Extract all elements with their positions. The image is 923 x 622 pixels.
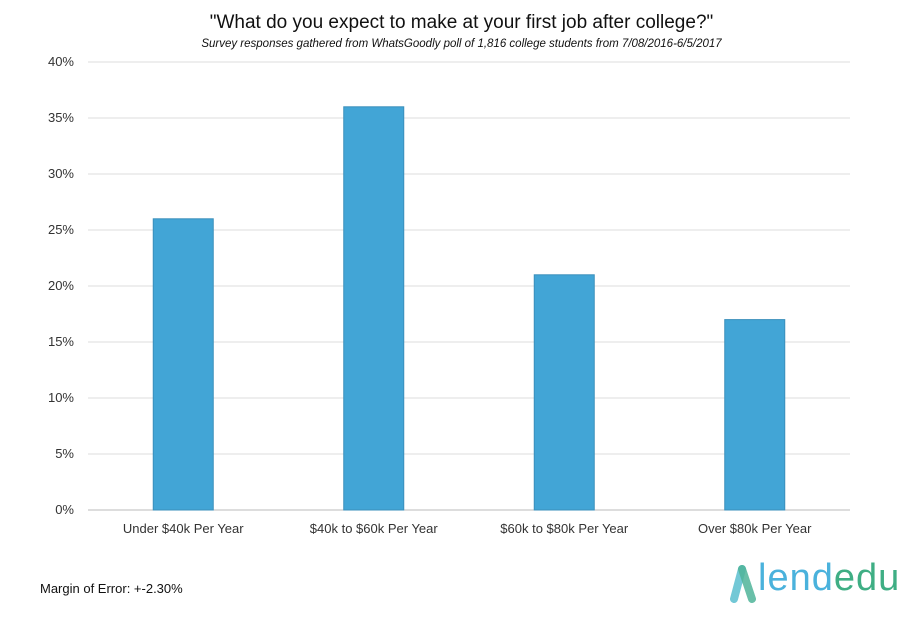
logo-text-lend: lend xyxy=(758,557,834,599)
y-tick-label: 20% xyxy=(48,278,74,293)
y-tick-label: 30% xyxy=(48,166,74,181)
x-tick-label: $40k to $60k Per Year xyxy=(310,521,439,536)
x-tick-label: $60k to $80k Per Year xyxy=(500,521,629,536)
logo-text-edu: edu xyxy=(833,557,901,599)
bar xyxy=(343,106,405,511)
chart-title: "What do you expect to make at your firs… xyxy=(209,12,714,33)
y-tick-label: 40% xyxy=(48,54,74,69)
lendedu-logo-icon xyxy=(730,565,756,603)
y-tick-label: 35% xyxy=(48,110,74,125)
bar xyxy=(724,319,786,511)
y-tick-label: 0% xyxy=(55,502,74,517)
y-tick-label: 15% xyxy=(48,334,74,349)
chart-subtitle: Survey responses gathered from WhatsGood… xyxy=(201,38,722,50)
bar xyxy=(533,274,595,511)
x-tick-label: Over $80k Per Year xyxy=(698,521,812,536)
y-tick-label: 10% xyxy=(48,390,74,405)
x-tick-label: Under $40k Per Year xyxy=(123,521,244,536)
y-tick-label: 25% xyxy=(48,222,74,237)
y-tick-label: 5% xyxy=(55,446,74,461)
bar xyxy=(152,218,214,511)
lendedu-logo: lendedu xyxy=(728,557,899,607)
margin-of-error: Margin of Error: +-2.30% xyxy=(40,581,183,596)
